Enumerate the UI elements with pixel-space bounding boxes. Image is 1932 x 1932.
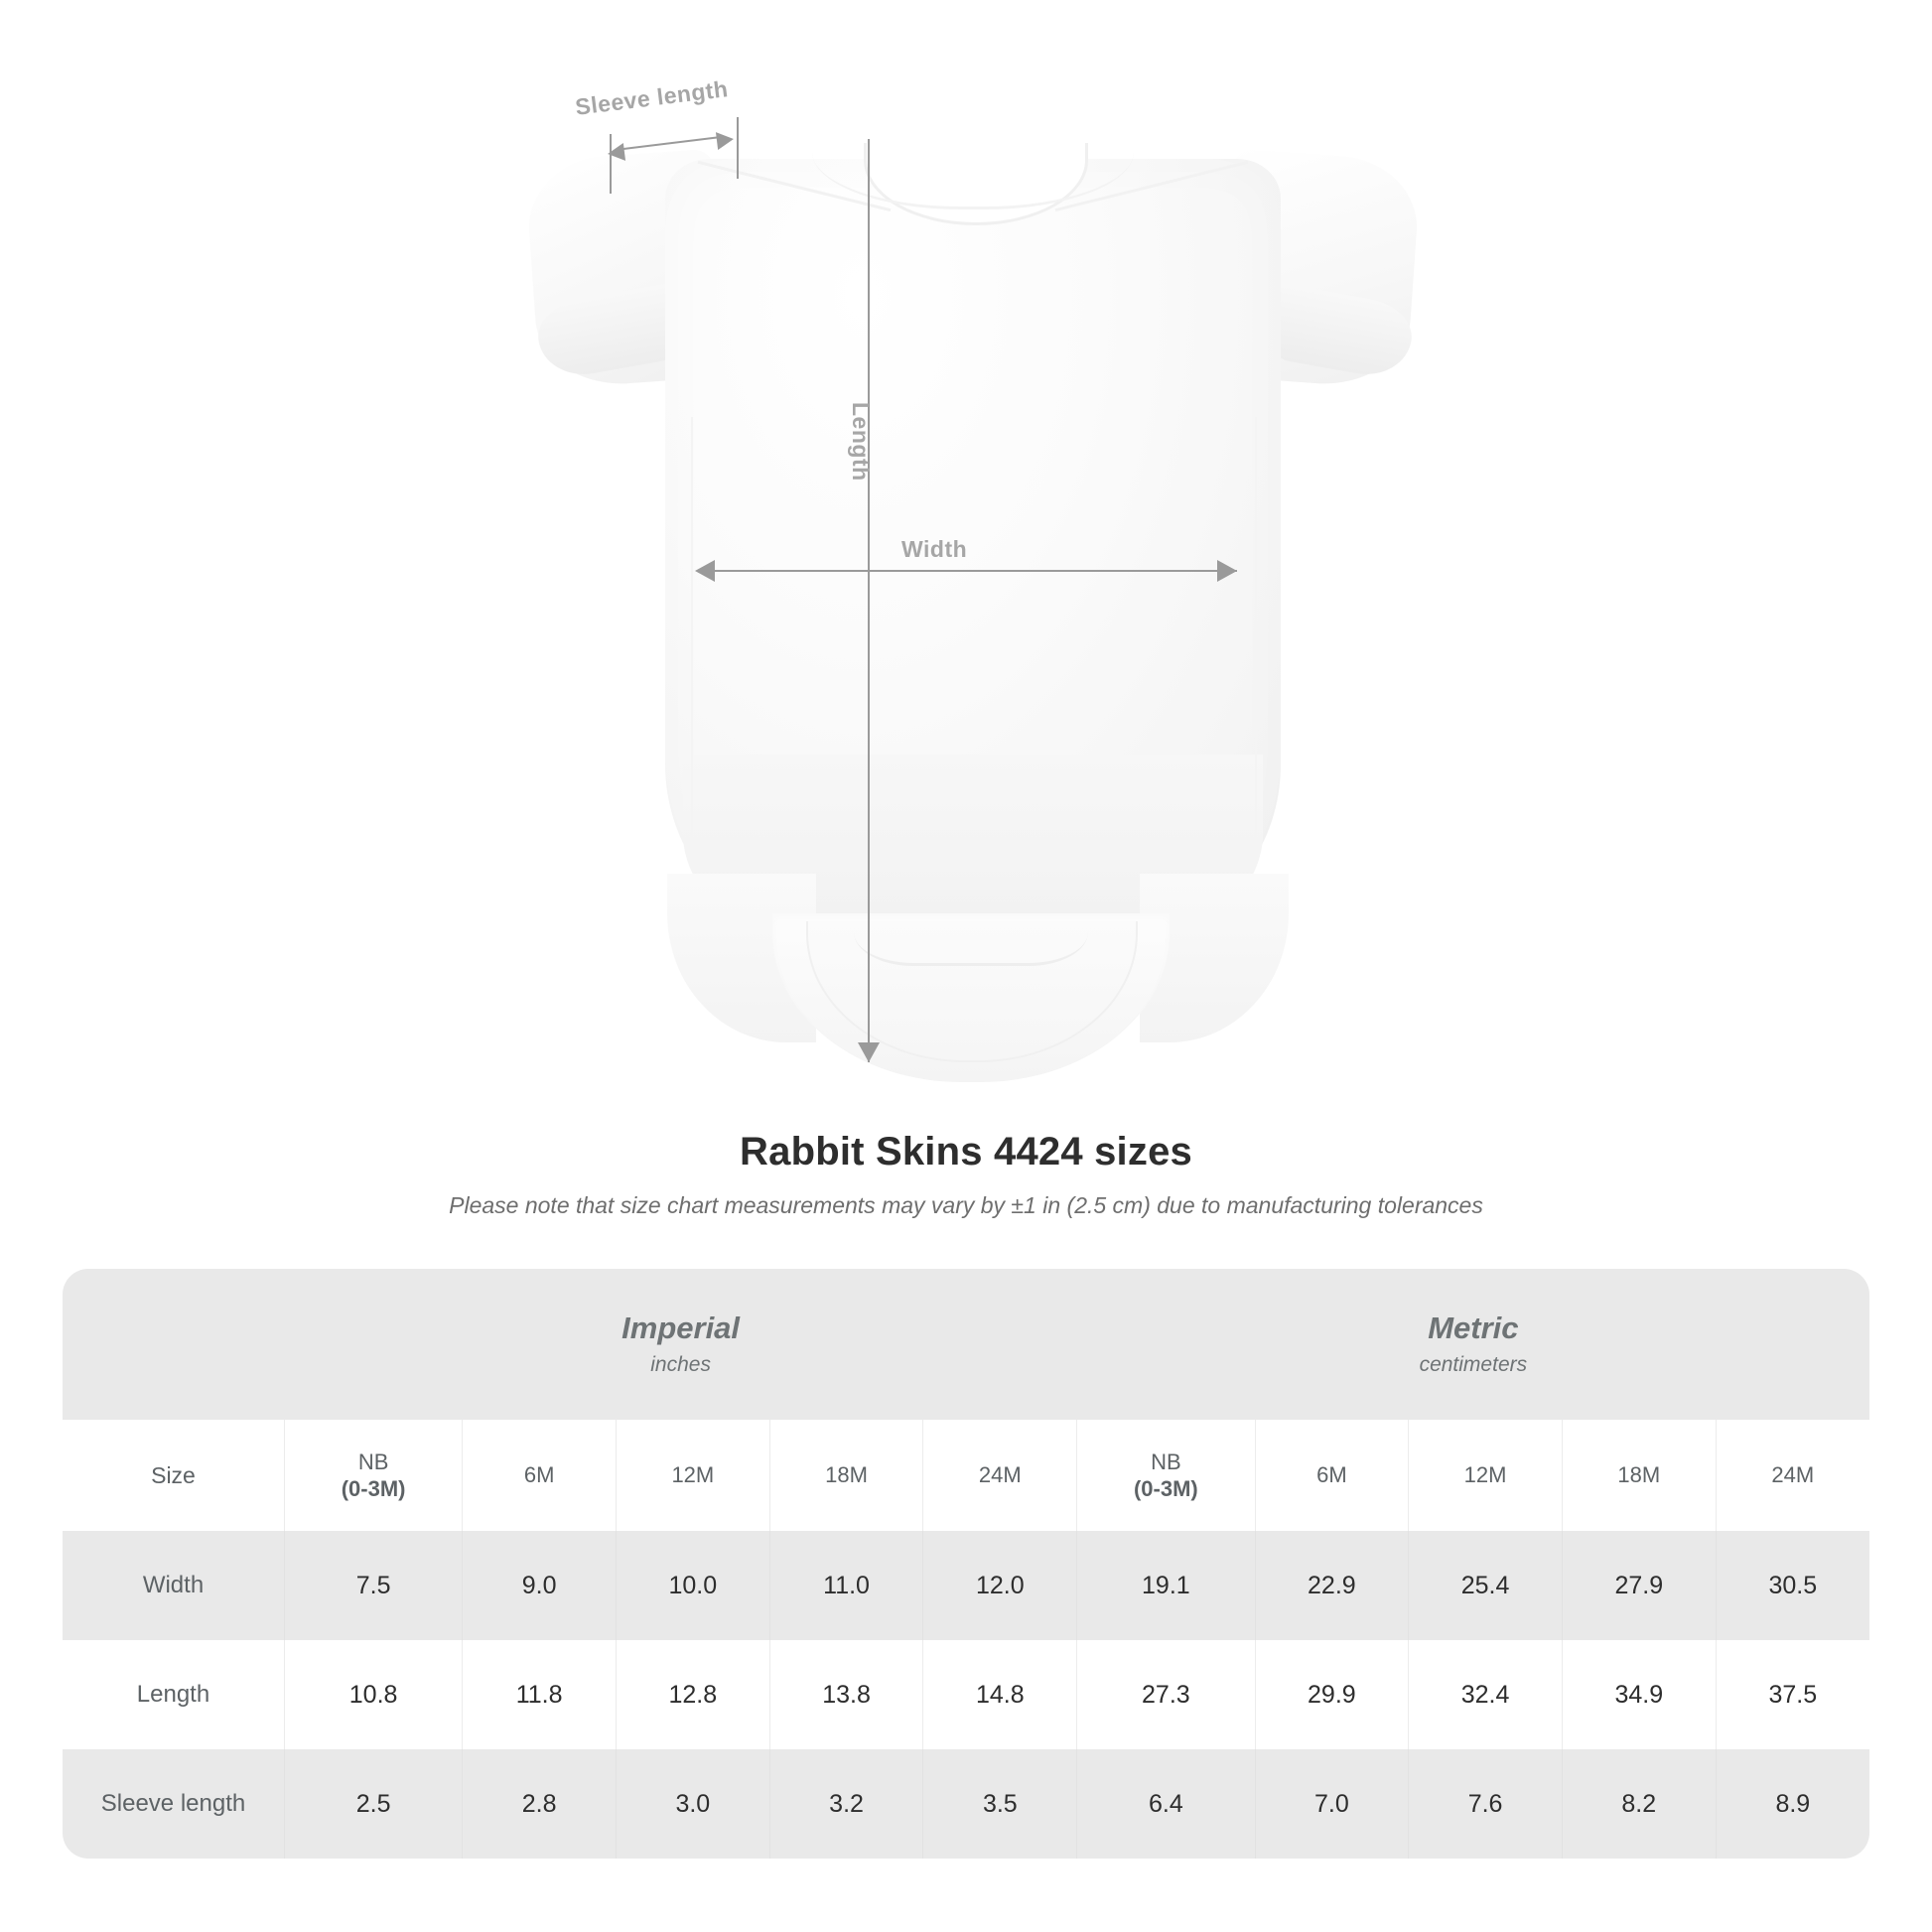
- cell-width-imperial-nb: 7.5: [283, 1531, 463, 1640]
- sleeve-tick-left: [610, 134, 612, 194]
- header-line1: NB: [1151, 1449, 1181, 1474]
- cell-width-imperial-18m: 11.0: [768, 1531, 923, 1640]
- cell-width-metric-nb: 19.1: [1076, 1531, 1255, 1640]
- cell-sleeve-imperial-18m: 3.2: [768, 1749, 923, 1859]
- cell-width-metric-12m: 25.4: [1408, 1531, 1563, 1640]
- header-col-metric-12m: 12M: [1408, 1420, 1563, 1531]
- width-measure-line: [701, 570, 1237, 572]
- row-label-sleeve-length: Sleeve length: [63, 1749, 285, 1859]
- header-col-imperial-6m: 6M: [462, 1420, 617, 1531]
- length-measure-line: [868, 139, 870, 1062]
- cell-length-metric-24m: 37.5: [1715, 1640, 1869, 1749]
- unit-name-metric: Metric: [1428, 1310, 1519, 1345]
- side-seam-right: [1255, 417, 1257, 844]
- cell-length-metric-6m: 29.9: [1254, 1640, 1409, 1749]
- cell-sleeve-imperial-24m: 3.5: [922, 1749, 1077, 1859]
- cell-sleeve-metric-24m: 8.9: [1715, 1749, 1869, 1859]
- cell-sleeve-metric-18m: 8.2: [1561, 1749, 1717, 1859]
- row-label-length: Length: [63, 1640, 285, 1749]
- cell-width-metric-6m: 22.9: [1254, 1531, 1409, 1640]
- unit-sub-metric: centimeters: [1419, 1353, 1528, 1377]
- side-seam-left: [691, 417, 693, 844]
- cell-width-imperial-24m: 12.0: [922, 1531, 1077, 1640]
- cell-sleeve-metric-nb: 6.4: [1076, 1749, 1255, 1859]
- size-header-row: Size NB (0-3M) 6M 12M 18M 24M NB (0-3M) …: [63, 1420, 1869, 1531]
- cell-width-imperial-12m: 10.0: [615, 1531, 770, 1640]
- row-label-width: Width: [63, 1531, 285, 1640]
- tolerance-note: Please note that size chart measurements…: [449, 1192, 1483, 1218]
- unit-sub-imperial: inches: [650, 1353, 711, 1377]
- unit-name-imperial: Imperial: [621, 1310, 741, 1345]
- cell-width-metric-24m: 30.5: [1715, 1531, 1869, 1640]
- table-row: Sleeve length 2.5 2.8 3.0 3.2 3.5 6.4 7.…: [63, 1749, 1869, 1859]
- header-line2: (0-3M): [341, 1476, 406, 1501]
- cell-sleeve-metric-6m: 7.0: [1254, 1749, 1409, 1859]
- cell-length-metric-nb: 27.3: [1076, 1640, 1255, 1749]
- header-size-label: Size: [63, 1420, 285, 1531]
- header-line2: (0-3M): [1133, 1476, 1198, 1501]
- header-col-metric-18m: 18M: [1561, 1420, 1717, 1531]
- cell-length-metric-12m: 32.4: [1408, 1640, 1563, 1749]
- header-col-imperial-18m: 18M: [768, 1420, 923, 1531]
- cell-length-imperial-6m: 11.8: [462, 1640, 617, 1749]
- cell-sleeve-metric-12m: 7.6: [1408, 1749, 1563, 1859]
- header-col-imperial-12m: 12M: [615, 1420, 770, 1531]
- header-line1: NB: [357, 1449, 389, 1474]
- cell-length-imperial-12m: 12.8: [615, 1640, 770, 1749]
- width-arrow-right-icon: [1217, 560, 1237, 582]
- title-block: Rabbit Skins 4424 sizes Please note that…: [0, 1130, 1932, 1219]
- cell-length-imperial-nb: 10.8: [283, 1640, 463, 1749]
- sleeve-length-measure-label: Sleeve length: [574, 75, 730, 120]
- cell-length-metric-18m: 34.9: [1561, 1640, 1717, 1749]
- sleeve-tick-right: [737, 117, 739, 179]
- snap-closure: [854, 929, 1088, 966]
- length-arrow-icon: [858, 1042, 880, 1062]
- header-col-imperial-24m: 24M: [922, 1420, 1077, 1531]
- header-col-metric-24m: 24M: [1715, 1420, 1869, 1531]
- table-row: Width 7.5 9.0 10.0 11.0 12.0 19.1 22.9 2…: [63, 1531, 1869, 1640]
- width-measure-label: Width: [901, 536, 968, 562]
- width-arrow-left-icon: [695, 560, 715, 582]
- garment-illustration: Length Width Sleeve length: [524, 75, 1422, 1082]
- cell-sleeve-imperial-6m: 2.8: [462, 1749, 617, 1859]
- cell-sleeve-imperial-12m: 3.0: [615, 1749, 770, 1859]
- cell-length-imperial-24m: 14.8: [922, 1640, 1077, 1749]
- unit-banner-spacer: [63, 1269, 285, 1420]
- page-title: Rabbit Skins 4424 sizes: [740, 1130, 1192, 1173]
- unit-banner-row: Imperial inches Metric centimeters: [63, 1269, 1869, 1420]
- cell-width-metric-18m: 27.9: [1561, 1531, 1717, 1640]
- cell-sleeve-imperial-nb: 2.5: [283, 1749, 463, 1859]
- size-chart-table: Imperial inches Metric centimeters Size …: [63, 1269, 1869, 1859]
- sleeve-arrow-right-icon: [715, 130, 736, 150]
- unit-banner-imperial: Imperial inches: [284, 1269, 1077, 1420]
- unit-banner-metric: Metric centimeters: [1076, 1269, 1869, 1420]
- header-col-metric-nb: NB (0-3M): [1076, 1420, 1255, 1531]
- bodysuit-graphic: [524, 119, 1422, 1082]
- length-measure-label: Length: [848, 402, 874, 482]
- header-col-imperial-nb: NB (0-3M): [283, 1420, 463, 1531]
- header-col-metric-6m: 6M: [1254, 1420, 1409, 1531]
- table-row: Length 10.8 11.8 12.8 13.8 14.8 27.3 29.…: [63, 1640, 1869, 1749]
- cell-width-imperial-6m: 9.0: [462, 1531, 617, 1640]
- cell-length-imperial-18m: 13.8: [768, 1640, 923, 1749]
- lap-shoulder-seam: [812, 149, 1134, 209]
